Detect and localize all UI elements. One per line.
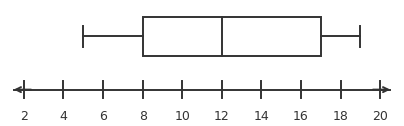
Text: 14: 14: [253, 110, 269, 123]
Text: 12: 12: [214, 110, 229, 123]
Text: 16: 16: [293, 110, 309, 123]
Text: 10: 10: [174, 110, 190, 123]
Text: 8: 8: [139, 110, 147, 123]
Text: 2: 2: [20, 110, 28, 123]
Text: 20: 20: [372, 110, 388, 123]
Text: 6: 6: [99, 110, 107, 123]
Text: 4: 4: [59, 110, 67, 123]
Text: 18: 18: [332, 110, 349, 123]
Bar: [143, 17, 321, 56]
